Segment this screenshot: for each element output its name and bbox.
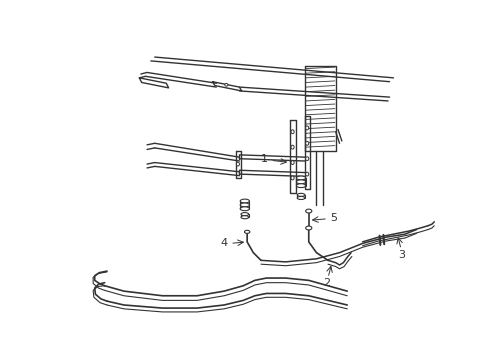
Ellipse shape xyxy=(290,176,293,180)
Ellipse shape xyxy=(224,84,227,86)
Ellipse shape xyxy=(240,207,249,211)
Ellipse shape xyxy=(297,197,305,199)
Text: 3: 3 xyxy=(398,250,405,260)
Ellipse shape xyxy=(305,141,308,145)
Ellipse shape xyxy=(240,203,249,207)
Ellipse shape xyxy=(241,216,248,219)
Ellipse shape xyxy=(297,193,305,197)
Ellipse shape xyxy=(290,145,293,149)
Ellipse shape xyxy=(296,184,305,188)
Ellipse shape xyxy=(241,213,248,216)
Ellipse shape xyxy=(305,172,308,176)
Ellipse shape xyxy=(305,157,308,161)
Ellipse shape xyxy=(305,126,308,130)
Ellipse shape xyxy=(244,230,249,233)
Text: 4: 4 xyxy=(220,238,227,248)
Ellipse shape xyxy=(296,180,305,184)
Ellipse shape xyxy=(290,130,293,134)
Ellipse shape xyxy=(296,176,305,180)
Ellipse shape xyxy=(305,209,311,213)
Text: 1: 1 xyxy=(260,154,267,165)
Text: 5: 5 xyxy=(329,213,336,223)
Ellipse shape xyxy=(290,161,293,165)
Ellipse shape xyxy=(236,162,239,166)
Ellipse shape xyxy=(240,199,249,203)
Ellipse shape xyxy=(305,226,311,230)
Text: 2: 2 xyxy=(322,278,329,288)
